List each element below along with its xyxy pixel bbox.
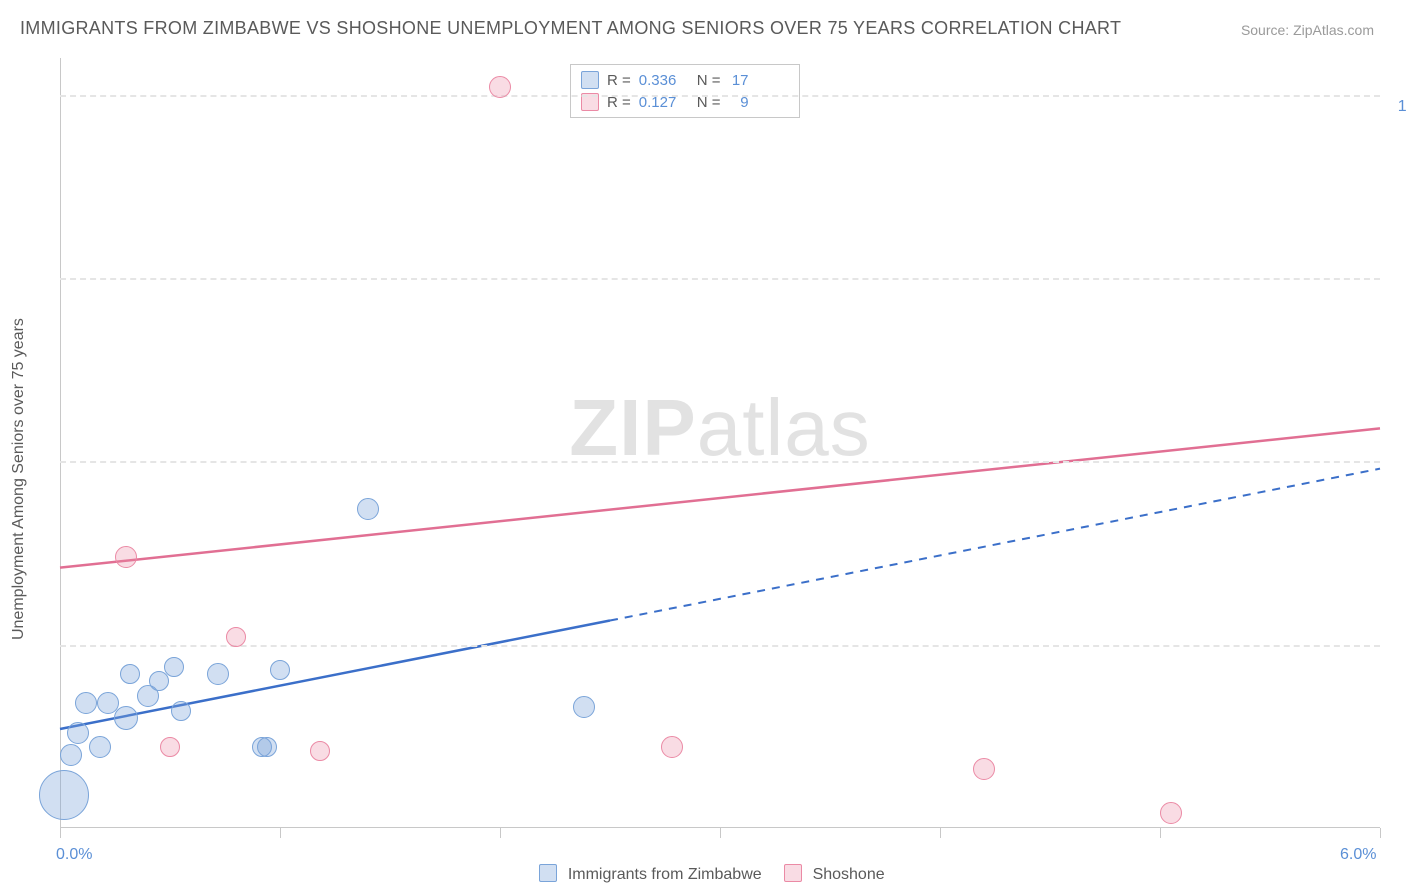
data-point <box>226 627 246 647</box>
data-point <box>270 660 290 680</box>
data-point <box>1160 802 1182 824</box>
legend-swatch-b <box>784 864 802 882</box>
data-point <box>67 722 89 744</box>
data-point <box>973 758 995 780</box>
data-point <box>120 664 140 684</box>
gridline <box>60 461 1380 463</box>
legend-n-label: N = <box>697 72 721 89</box>
data-point <box>39 770 89 820</box>
data-point <box>661 736 683 758</box>
data-point <box>115 546 137 568</box>
y-axis-label: Unemployment Among Seniors over 75 years <box>10 318 28 640</box>
x-tick-label: 6.0% <box>1340 846 1376 864</box>
legend-r-value: 0.336 <box>639 72 689 89</box>
x-tick <box>60 828 61 838</box>
gridline <box>60 278 1380 280</box>
x-tick <box>280 828 281 838</box>
y-axis-line <box>60 58 61 828</box>
x-tick <box>1380 828 1381 838</box>
data-point <box>573 696 595 718</box>
x-tick <box>500 828 501 838</box>
data-point <box>207 663 229 685</box>
legend-swatch-a <box>581 71 599 89</box>
data-point <box>164 657 184 677</box>
data-point <box>357 498 379 520</box>
legend-n-value: 17 <box>729 72 749 89</box>
data-point <box>89 736 111 758</box>
legend-swatch-a <box>539 864 557 882</box>
data-point <box>149 671 169 691</box>
x-tick <box>940 828 941 838</box>
series-legend: Immigrants from Zimbabwe Shoshone <box>0 864 1406 884</box>
legend-row: R = 0.336 N = 17 <box>581 69 789 91</box>
data-point <box>160 737 180 757</box>
chart-title: IMMIGRANTS FROM ZIMBABWE VS SHOSHONE UNE… <box>20 18 1121 39</box>
watermark: ZIPatlas <box>569 382 870 474</box>
x-tick-label: 0.0% <box>56 846 92 864</box>
data-point <box>489 76 511 98</box>
legend-r-label: R = <box>607 72 631 89</box>
data-point <box>60 744 82 766</box>
trend-lines <box>60 58 1380 828</box>
gridline <box>60 645 1380 647</box>
y-tick-label: 100.0% <box>1398 98 1406 116</box>
chart-plot-area: ZIPatlas R = 0.336 N = 17 R = 0.127 N = … <box>60 58 1380 828</box>
data-point <box>257 737 277 757</box>
gridline <box>60 95 1380 97</box>
legend-series-b-label: Shoshone <box>813 866 885 883</box>
correlation-legend: R = 0.336 N = 17 R = 0.127 N = 9 <box>570 64 800 118</box>
data-point <box>75 692 97 714</box>
x-tick <box>1160 828 1161 838</box>
legend-series-a-label: Immigrants from Zimbabwe <box>568 866 762 883</box>
data-point <box>171 701 191 721</box>
x-tick <box>720 828 721 838</box>
data-point <box>114 706 138 730</box>
data-point <box>310 741 330 761</box>
source-label: Source: ZipAtlas.com <box>1241 22 1374 38</box>
